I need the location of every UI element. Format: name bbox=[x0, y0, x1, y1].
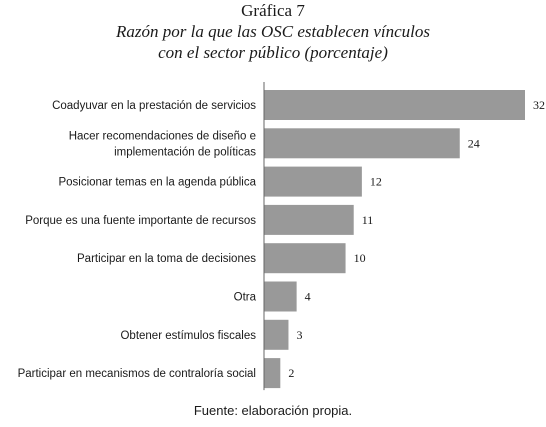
source-note: Fuente: elaboración propia. bbox=[193, 403, 353, 418]
data-label-3: 12 bbox=[370, 175, 382, 189]
bar-1 bbox=[264, 90, 525, 120]
category-label-3: Posicionar temas en la agenda pública bbox=[58, 177, 256, 189]
bar-7 bbox=[264, 319, 289, 350]
category-label-6: Otra bbox=[234, 292, 257, 304]
data-label-4: 11 bbox=[362, 213, 374, 227]
data-label-5: 10 bbox=[354, 251, 366, 265]
category-label-5: Participar en la toma de decisiones bbox=[77, 253, 256, 265]
category-label-1: Coadyuvar en la prestación de servicios bbox=[52, 100, 256, 112]
category-label-4: Porque es una fuente importante de recur… bbox=[25, 215, 256, 227]
data-label-8: 2 bbox=[288, 366, 294, 380]
data-label-7: 3 bbox=[296, 328, 302, 342]
bar-8 bbox=[264, 358, 281, 389]
data-label-1: 32 bbox=[533, 98, 545, 112]
category-label-2-line-2: implementación de políticas bbox=[114, 146, 256, 158]
chart-title-line-1: Razón por la que las OSC establecen vínc… bbox=[116, 22, 430, 41]
bar-4 bbox=[264, 204, 354, 235]
data-label-2: 24 bbox=[468, 136, 480, 150]
category-label-2-line-1: Hacer recomendaciones de diseño e bbox=[69, 130, 256, 142]
bar-3 bbox=[264, 166, 362, 197]
bar-5 bbox=[264, 243, 346, 274]
category-label-8: Participar en mecanismos de contraloría … bbox=[18, 368, 256, 380]
figure-label: Gráfica 7 bbox=[241, 1, 305, 20]
data-label-6: 4 bbox=[305, 290, 311, 304]
bar-2 bbox=[264, 128, 460, 159]
category-label-7: Obtener estímulos fiscales bbox=[120, 330, 256, 342]
bar-6 bbox=[264, 281, 297, 312]
figure-header: Gráfica 7 Razón por la que las OSC estab… bbox=[0, 0, 546, 63]
chart-title-line-2: con el sector público (porcentaje) bbox=[158, 43, 388, 62]
